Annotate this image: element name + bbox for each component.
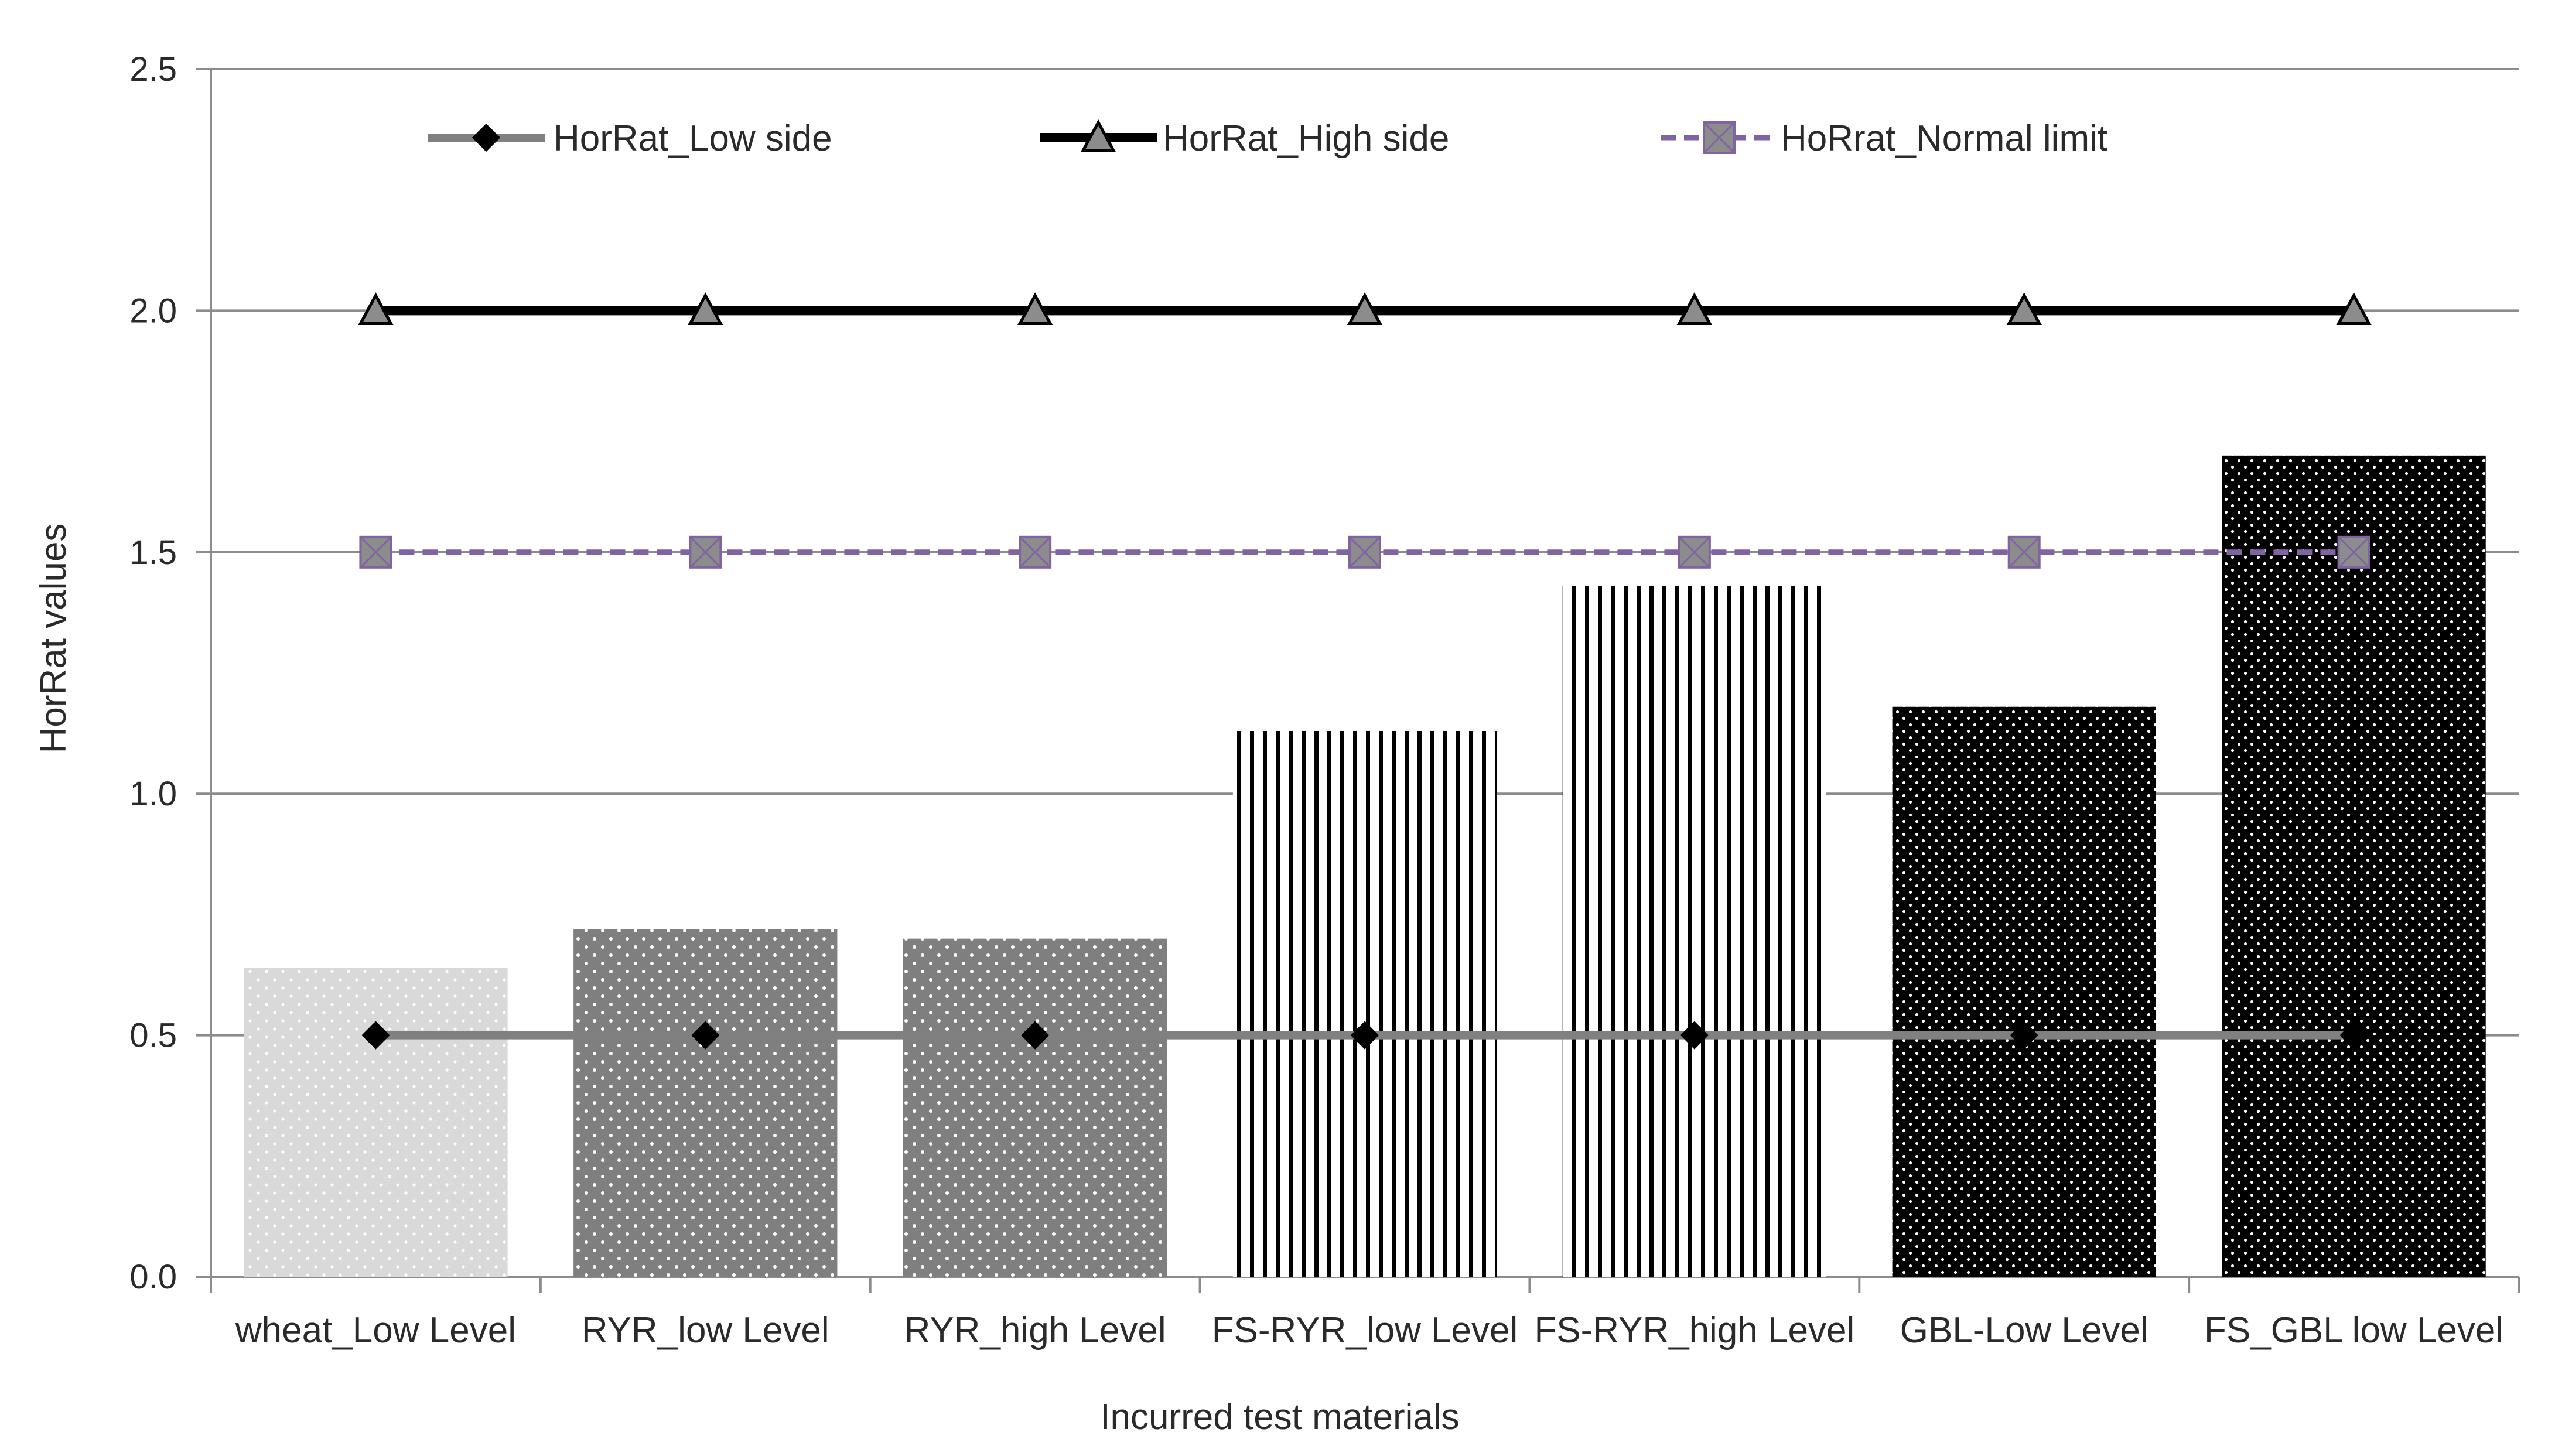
bar (1892, 706, 2156, 1277)
x-tick-labels: wheat_Low Level RYR_low Level RYR_high Lev… (235, 1310, 2503, 1351)
marker-square-cross (1678, 536, 1710, 568)
marker-diamond (2339, 1021, 2368, 1050)
marker-square-cross (1703, 121, 1736, 154)
marker-triangle (2336, 292, 2372, 325)
marker-square-cross (1348, 536, 1381, 568)
legend-label: HorRat_Low side (554, 118, 832, 159)
y-axis-title: HorRat values (33, 524, 74, 754)
marker-triangle (1017, 292, 1053, 325)
marker-diamond (1680, 1021, 1709, 1050)
y-tick-label: 1.0 (129, 775, 177, 813)
bar (2222, 455, 2486, 1277)
x-tick-label: wheat_Low Level (235, 1310, 516, 1351)
y-tick-label: 0.0 (129, 1258, 177, 1296)
marker-triangle (688, 292, 723, 325)
y-tick-labels: 0.0 0.5 1.0 1.5 2.0 2.5 (129, 50, 177, 1296)
bar (1232, 730, 1497, 1277)
marker-triangle (1676, 292, 1713, 325)
legend: HorRat_Low side HorRat_High side HoRrat_No… (428, 118, 2107, 159)
bar (244, 968, 508, 1277)
marker-diamond (2010, 1021, 2038, 1050)
x-tick-label: RYR_high Level (904, 1310, 1166, 1351)
legend-label: HorRat_High side (1163, 118, 1449, 159)
marker-square-cross (689, 536, 722, 568)
marker-square-cross (360, 536, 392, 568)
bar (573, 929, 838, 1277)
x-tick-label: RYR_low Level (582, 1310, 829, 1351)
x-tick-label: GBL-Low Level (1900, 1310, 2148, 1351)
y-tick-label: 1.5 (129, 534, 177, 572)
marker-diamond (691, 1021, 720, 1050)
marker-triangle (2006, 292, 2042, 325)
y-tick-label: 2.0 (129, 292, 177, 330)
legend-label: HoRrat_Normal limit (1781, 118, 2107, 159)
x-axis-title: Incurred test materials (1100, 1397, 1459, 1437)
marker-diamond (361, 1021, 390, 1050)
marker-square-cross (2338, 536, 2370, 568)
x-tick-label: FS_GBL low Level (2204, 1310, 2503, 1351)
marker-square-cross (1019, 536, 1051, 568)
marker-diamond (472, 123, 501, 152)
bars (244, 455, 2486, 1277)
marker-triangle (358, 292, 394, 325)
marker-diamond (1350, 1021, 1379, 1050)
bar (1562, 586, 1826, 1277)
series-lines (358, 292, 2372, 1050)
y-tick-label: 0.5 (129, 1017, 177, 1055)
bar (903, 938, 1167, 1277)
y-tick-label: 2.5 (129, 50, 177, 88)
marker-diamond (1021, 1021, 1050, 1050)
x-tick-label: FS-RYR_low Level (1212, 1310, 1518, 1351)
marker-triangle (1347, 292, 1383, 325)
x-tick-label: FS-RYR_high Level (1534, 1310, 1854, 1351)
marker-square-cross (2008, 536, 2040, 568)
marker-triangle (1080, 119, 1116, 152)
